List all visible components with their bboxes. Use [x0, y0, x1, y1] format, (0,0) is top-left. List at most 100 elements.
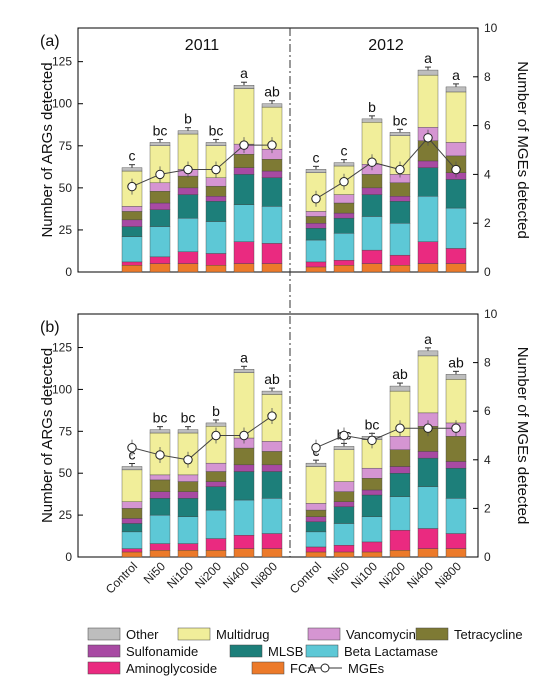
right-tick-label: 8 [484, 70, 491, 84]
bar-segment-mlsb [305, 228, 327, 241]
mges-point [267, 411, 277, 421]
bar-segment-other [417, 350, 439, 357]
year-label: 2012 [368, 37, 404, 54]
legend-swatch-beta-lactamase [305, 644, 339, 658]
legend-marker-mges [320, 663, 330, 673]
bar-segment-tetracycline [389, 449, 411, 467]
legend-label: MLSB [268, 644, 303, 659]
bar-segment-tetracycline [177, 481, 199, 492]
bar-segment-aminoglycoside [261, 533, 283, 549]
legend-label: Multidrug [216, 627, 269, 642]
bar-segment-fca [305, 266, 327, 273]
mges-point [395, 164, 405, 175]
left-tick-label: 75 [59, 424, 73, 438]
bar-segment-fca [361, 263, 383, 273]
mges-point [311, 442, 321, 453]
bar-segment-vancomycin [121, 206, 143, 212]
legend-label: Beta Lactamase [344, 644, 438, 659]
mges-point [155, 450, 165, 460]
bar-segment-beta-lactamase [417, 196, 439, 242]
bar-segment-tetracycline [121, 508, 143, 519]
bar-segment-sulfonamide [121, 219, 143, 227]
bar-segment-other [445, 86, 467, 93]
significance-letter: ab [264, 371, 280, 387]
mges-line [315, 137, 457, 200]
mges-point [367, 435, 377, 446]
mges-point [211, 164, 221, 175]
legend-label: Aminoglycoside [126, 661, 217, 676]
bar-segment-sulfonamide [417, 160, 439, 168]
significance-letter: c [313, 149, 320, 165]
right-tick-label: 2 [484, 501, 491, 515]
right-tick-label: 8 [484, 356, 491, 370]
bar-segment-mlsb [261, 471, 283, 499]
legend-swatch-aminoglycoside [87, 661, 121, 675]
left-tick-label: 50 [59, 181, 73, 195]
bar-segment-mlsb [205, 201, 227, 222]
bar-segment-fca [333, 551, 355, 558]
bar-segment-beta-lactamase [261, 498, 283, 534]
bar-segment-fca [389, 550, 411, 558]
category-label: Ni200 [192, 559, 224, 591]
bar-segment-beta-lactamase [177, 217, 199, 253]
bar-segment-other [233, 369, 255, 373]
bar-segment-fca [177, 550, 199, 558]
bar-segment-aminoglycoside [417, 241, 439, 264]
bar-segment-sulfonamide [389, 466, 411, 474]
bar-segment-mlsb [305, 521, 327, 533]
bar-segment-fca [389, 265, 411, 273]
bar-segment-other [121, 167, 143, 172]
bar-segment-tetracycline [177, 175, 199, 189]
bar-segment-fca [261, 263, 283, 273]
bar-segment-aminoglycoside [205, 253, 227, 266]
bar-segment-tetracycline [261, 451, 283, 466]
bar-segment-mlsb [389, 473, 411, 497]
bar-segment-other [177, 130, 199, 135]
bar-segment-sulfonamide [233, 464, 255, 472]
category-label: Ni100 [348, 559, 380, 591]
bar-segment-aminoglycoside [233, 241, 255, 264]
bar-segment-mlsb [233, 471, 255, 501]
legend-swatch-tetracycline [415, 627, 449, 641]
bar-segment-fca [121, 551, 143, 558]
left-tick-label: 100 [52, 97, 72, 111]
mges-point [211, 430, 221, 441]
bar-segment-mlsb [333, 506, 355, 524]
bar-segment-tetracycline [305, 216, 327, 224]
bar-segment-fca [149, 263, 171, 273]
bar-segment-other [261, 390, 283, 395]
legend-label: Tetracycline [454, 627, 523, 642]
category-label: Ni400 [404, 559, 436, 591]
mges-point [451, 423, 461, 433]
mges-point [239, 430, 249, 441]
bar-segment-fca [445, 263, 467, 273]
bar-segment-mlsb [149, 498, 171, 516]
right-tick-label: 6 [484, 404, 491, 418]
bar-segment-sulfonamide [149, 202, 171, 210]
bar-segment-beta-lactamase [149, 226, 171, 258]
bar-segment-mlsb [177, 194, 199, 219]
significance-letter: b [212, 403, 220, 419]
left-tick-label: 100 [52, 382, 72, 396]
right-tick-label: 0 [484, 265, 491, 279]
bar-segment-other [333, 446, 355, 450]
significance-letter: bc [153, 122, 168, 138]
significance-letter: c [129, 148, 136, 164]
bar-segment-beta-lactamase [305, 531, 327, 548]
bar-segment-aminoglycoside [149, 543, 171, 551]
bar-segment-tetracycline [149, 479, 171, 492]
bar-segment-beta-lactamase [445, 207, 467, 249]
bar-segment-other [261, 103, 283, 108]
bar-segment-mlsb [121, 226, 143, 237]
mges-point [127, 442, 137, 453]
bar-segment-sulfonamide [389, 196, 411, 202]
legend-swatch-vancomycin [307, 627, 341, 641]
right-axis-title: Number of MGEs detected [514, 347, 531, 525]
significance-letter: bc [209, 122, 224, 138]
bar-segment-beta-lactamase [361, 516, 383, 543]
bar-segment-beta-lactamase [233, 499, 255, 536]
right-tick-label: 10 [484, 21, 498, 35]
bar-segment-tetracycline [233, 154, 255, 168]
bar-segment-other [445, 374, 467, 380]
bar-segment-fca [417, 263, 439, 273]
